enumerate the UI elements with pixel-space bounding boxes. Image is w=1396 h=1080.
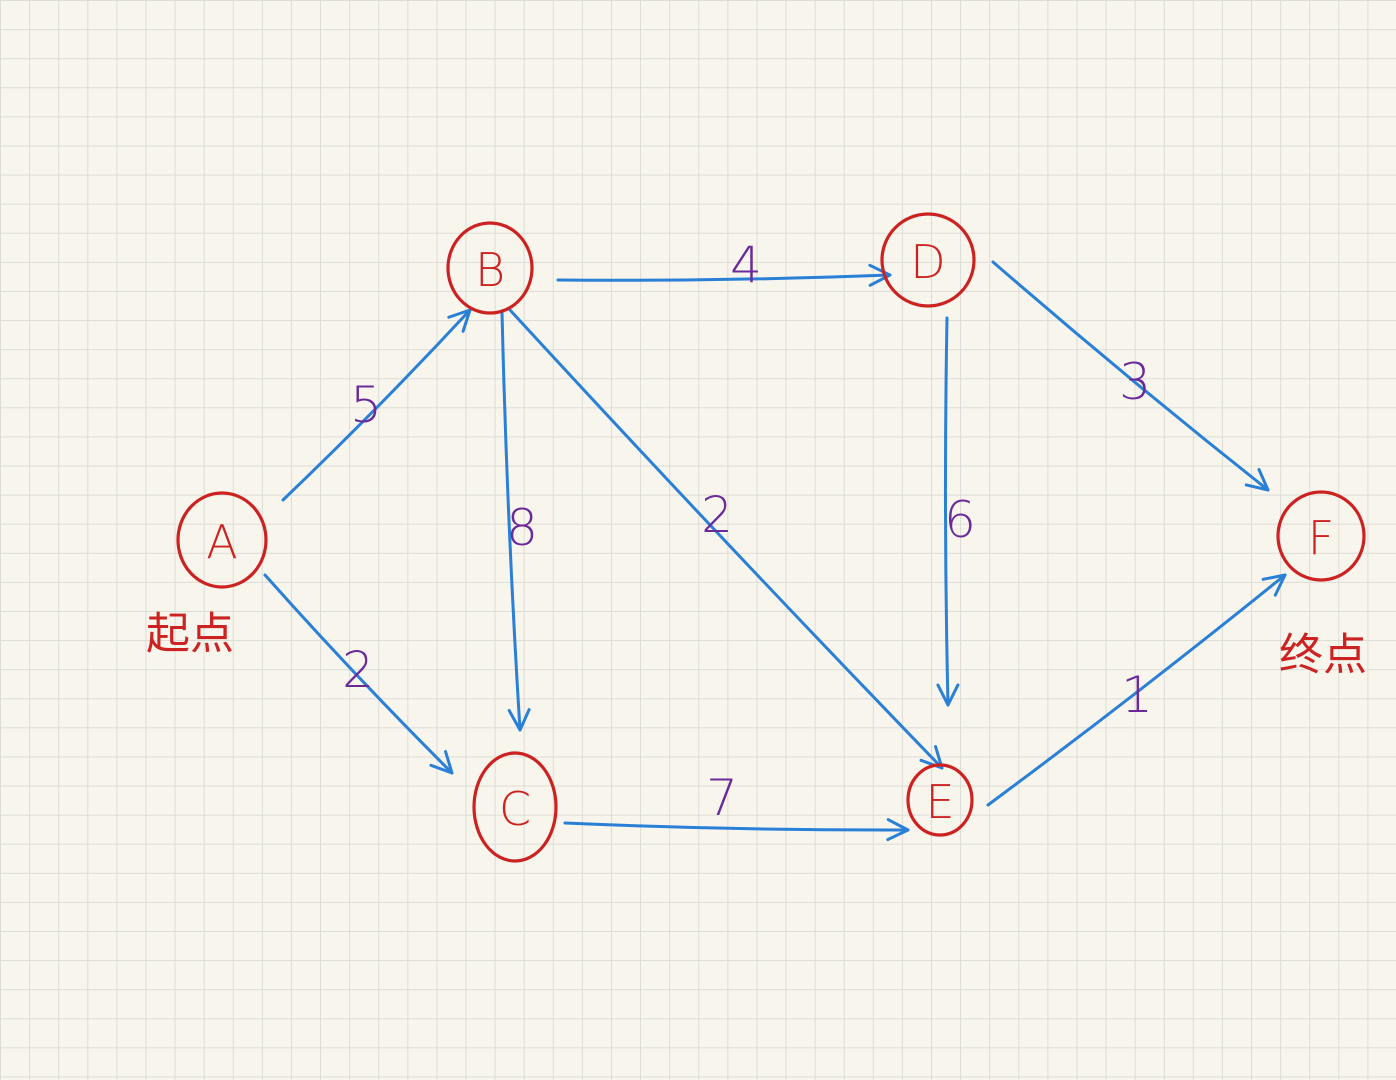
edge-weight-d-f: 3: [1119, 353, 1151, 411]
node-label: A: [206, 515, 237, 569]
node-f: F: [1276, 490, 1366, 582]
edge-e-f: [986, 573, 1287, 807]
edge-c-e: [563, 818, 910, 842]
edge-weight-e-f: 1: [1121, 666, 1153, 724]
node-label: E: [925, 775, 954, 829]
arrowhead: [868, 263, 892, 287]
arrowhead: [919, 745, 944, 770]
annotations-layer: 起点 终点: [146, 609, 1367, 681]
arrowhead: [886, 818, 910, 842]
edge-b-d: [556, 263, 892, 287]
edge-weight-c-e: 7: [706, 769, 738, 827]
arrowhead: [1261, 573, 1287, 597]
node-d: D: [880, 212, 976, 308]
edge-weight-b-d: 4: [730, 236, 762, 294]
arrowhead: [936, 683, 960, 707]
edge-line: [500, 310, 522, 732]
node-circle: [446, 221, 534, 315]
edge-weight-d-e: 6: [944, 491, 976, 549]
edge-line: [281, 308, 472, 502]
edge-b-c: [500, 310, 531, 732]
node-label: B: [475, 243, 505, 297]
edge-line: [943, 316, 950, 707]
arrowhead: [507, 708, 531, 732]
node-circle: [472, 751, 558, 863]
node-circle: [906, 763, 974, 837]
arrowhead: [1244, 468, 1270, 492]
arrowhead: [429, 750, 454, 775]
edge-weight-a-b: 5: [350, 376, 382, 434]
edge-line: [263, 573, 454, 775]
node-a: A: [176, 491, 268, 589]
node-circle: [880, 212, 976, 308]
edge-a-b: [281, 308, 472, 502]
node-label: F: [1308, 511, 1334, 565]
edge-a-c: [263, 573, 454, 775]
edge-line: [508, 308, 944, 770]
edge-d-e: [936, 316, 960, 707]
edge-line: [563, 821, 910, 832]
edges-layer: [263, 260, 1287, 842]
node-b: B: [446, 221, 534, 315]
edge-line: [986, 573, 1287, 807]
weights-layer: 5 2 4 8 2 6 3 7 1: [342, 236, 1153, 827]
edge-d-f: [991, 260, 1270, 492]
end-annotation: 终点: [1279, 630, 1367, 681]
node-circle: [1276, 490, 1366, 582]
edge-weight-a-c: 2: [342, 641, 374, 699]
arrowhead: [447, 308, 472, 333]
node-label: D: [910, 235, 945, 289]
edge-line: [556, 273, 892, 282]
node-c: C: [472, 751, 558, 863]
node-circle: [176, 491, 268, 589]
edge-weight-b-e: 2: [701, 486, 733, 544]
nodes-layer: A B C D E F: [176, 212, 1366, 863]
edge-line: [991, 260, 1270, 492]
edge-b-e: [508, 308, 944, 770]
node-label: C: [499, 782, 531, 836]
edge-weight-b-c: 8: [506, 499, 538, 557]
node-e: E: [906, 763, 974, 837]
start-annotation: 起点: [146, 609, 234, 660]
